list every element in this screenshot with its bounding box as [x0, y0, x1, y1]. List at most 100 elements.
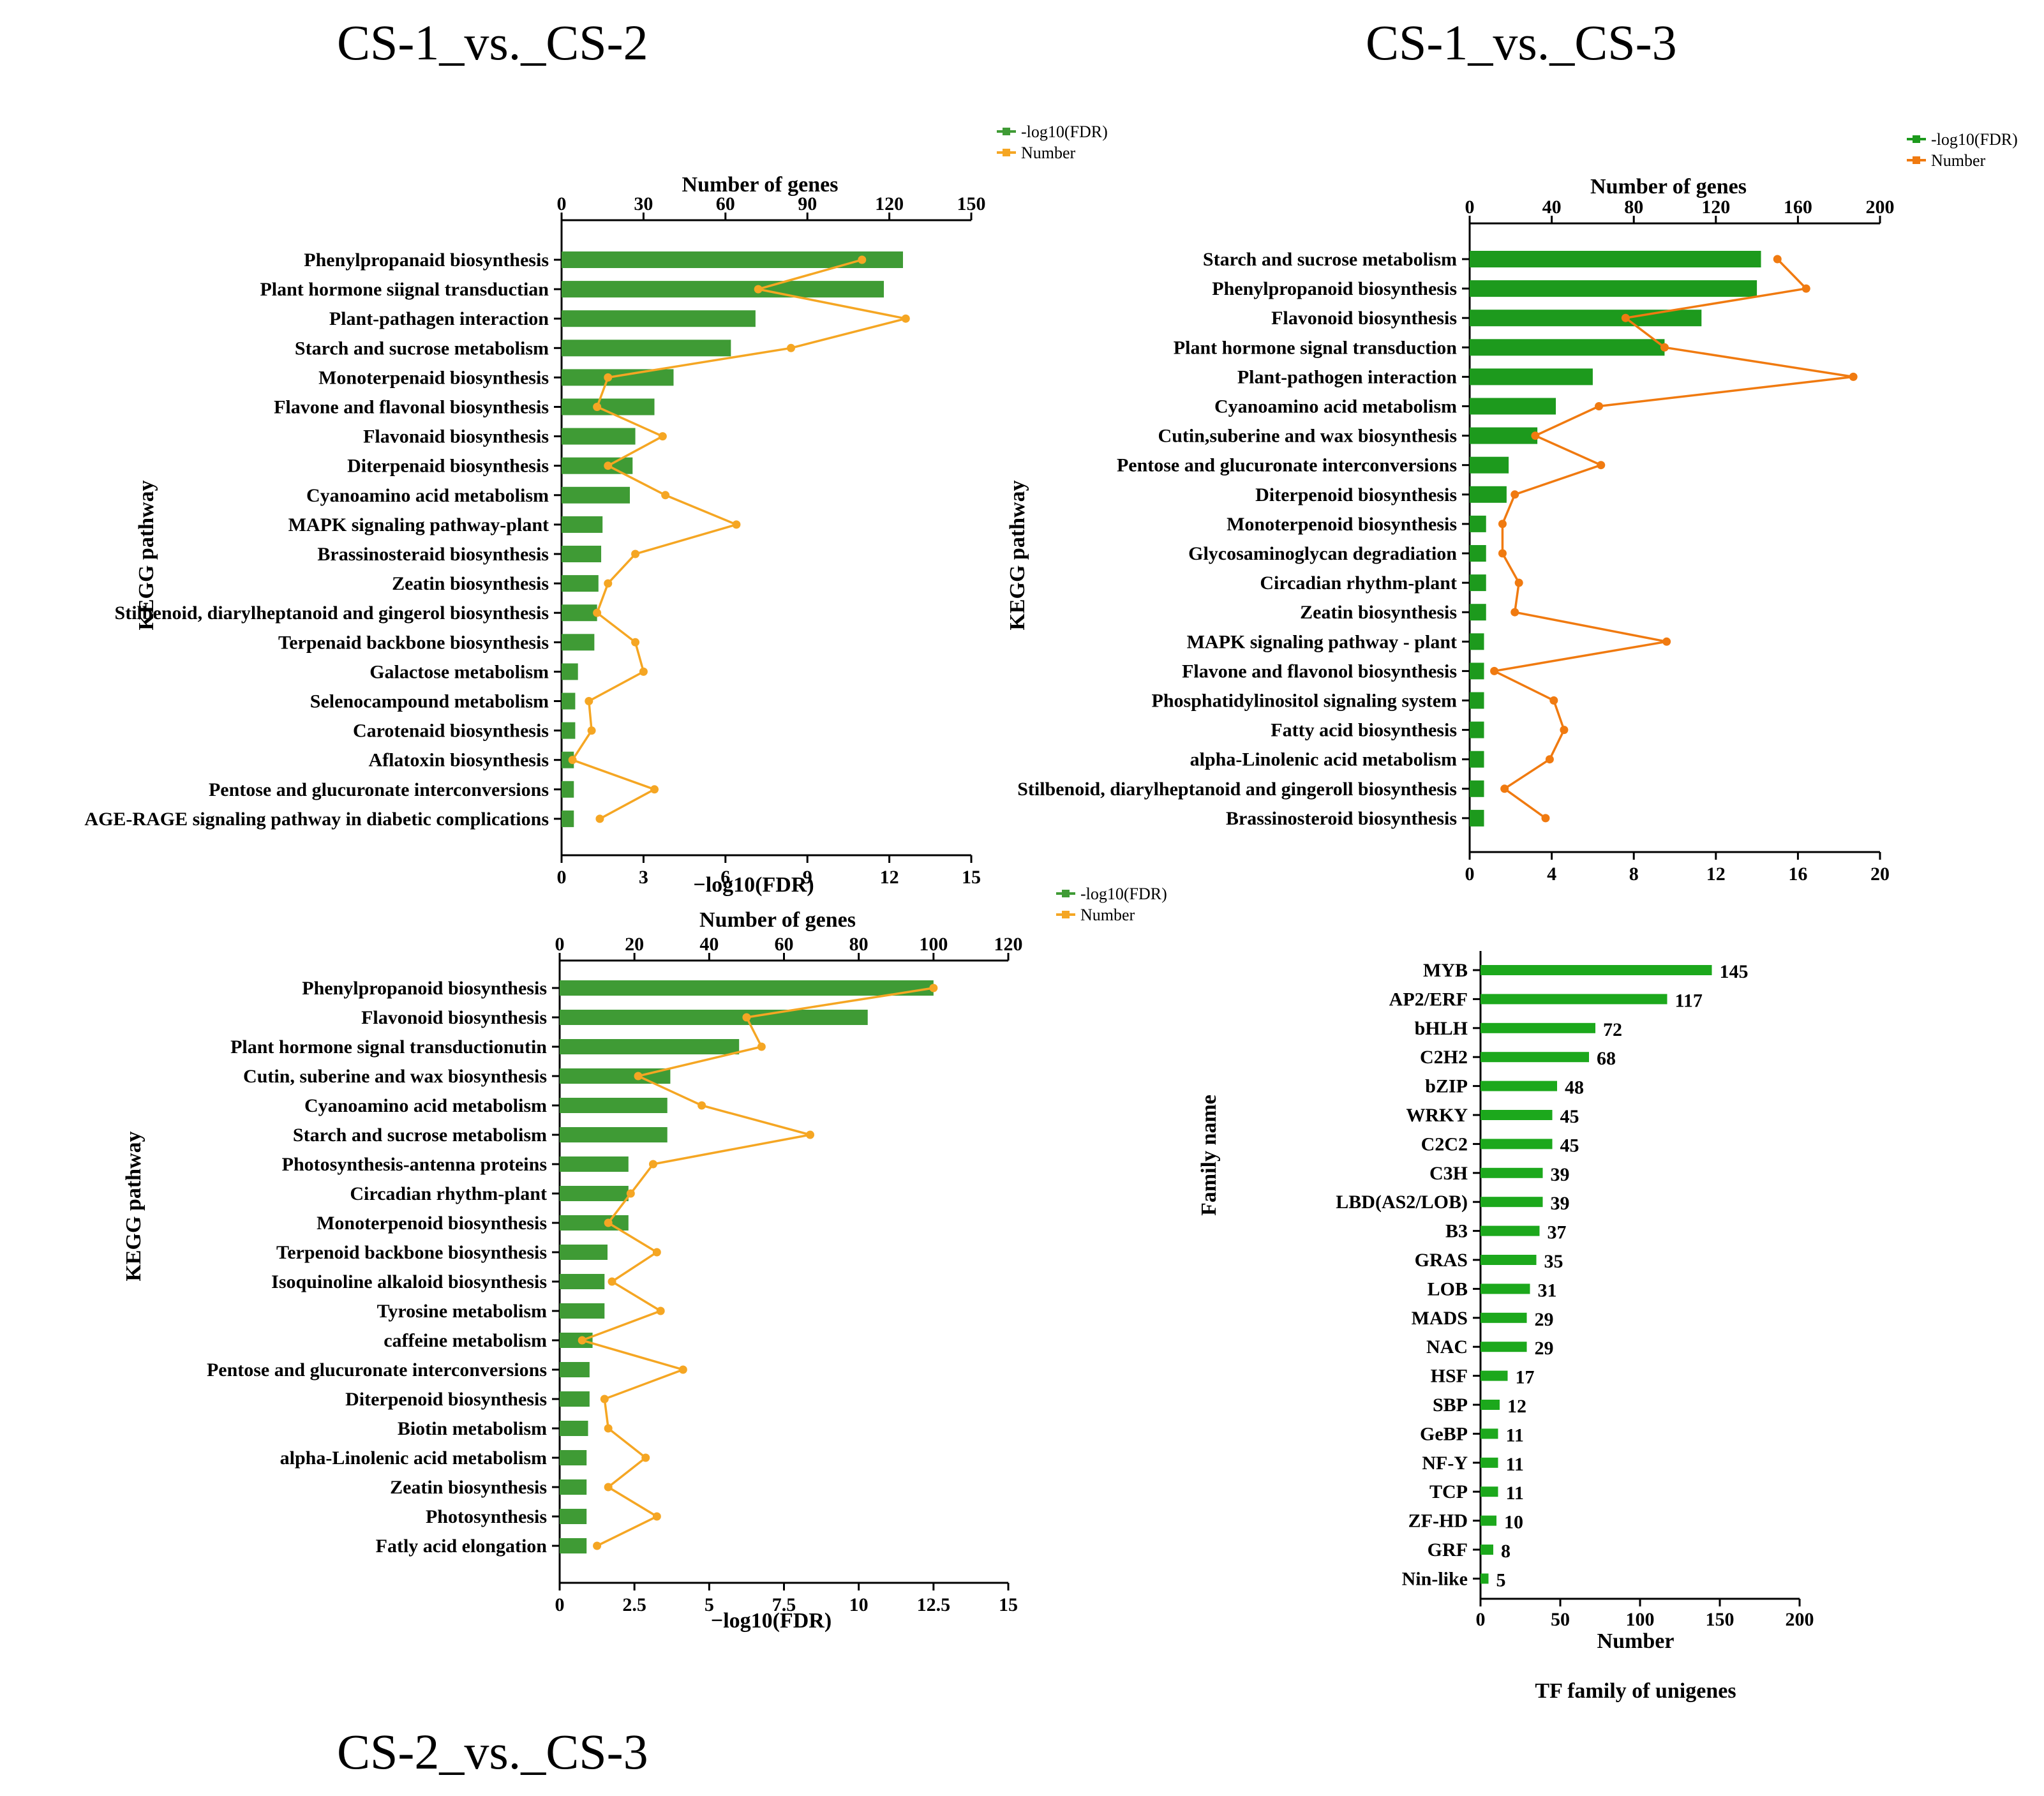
c12-top-tick-label: 150 — [957, 193, 986, 214]
c13-bar — [1470, 427, 1538, 444]
c12-bar — [562, 722, 576, 739]
c23-number-point — [600, 1395, 609, 1403]
c23-category-label: Phenylpropanoid biosynthesis — [302, 978, 547, 999]
c23-category-label: Diterpenoid biosynthesis — [345, 1389, 547, 1410]
tf-bar — [1481, 994, 1667, 1005]
c12-number-point — [639, 667, 648, 676]
tf-data-label: 10 — [1504, 1512, 1523, 1533]
c13-bar — [1470, 486, 1507, 503]
c23-legend-number-marker — [1062, 911, 1070, 918]
c12-number-point — [631, 550, 640, 558]
tf-bar — [1481, 1457, 1498, 1468]
c23-bar — [560, 1421, 588, 1436]
c23-bottom-tick-label: 15 — [999, 1594, 1018, 1615]
c23-legend-fdr-marker — [1062, 890, 1070, 897]
c12-number-line — [571, 258, 906, 820]
c13-number-point — [1662, 637, 1671, 646]
c13-number-point — [1531, 431, 1540, 440]
c12-category-label: Terpenaid backbone biosynthesis — [278, 632, 549, 653]
c13-legend-number-label: Number — [1931, 151, 1986, 170]
tf-x-tick-label: 200 — [1786, 1609, 1814, 1630]
c23-category-label: Plant hormone signal transductionutin — [230, 1036, 547, 1058]
c13-bar — [1470, 662, 1484, 680]
tf-bar — [1481, 1283, 1530, 1294]
tf-x-tick-label: 150 — [1706, 1609, 1734, 1630]
c12-bar — [562, 692, 576, 710]
c13-category-label: Fatty acid biosynthesis — [1271, 720, 1457, 741]
c23-number-point — [604, 1218, 613, 1227]
c13-category-label: Cutin,suberine and wax biosynthesis — [1158, 426, 1457, 447]
c13-category-label: alpha-Linolenic acid metabolism — [1190, 749, 1457, 770]
c12-bottom-tick-label: 3 — [639, 867, 648, 888]
c12-category-label: Cyanoamino acid metabolism — [306, 485, 549, 506]
c12-number-point — [658, 432, 667, 441]
panel-title-cs1-cs2: CS-1_vs._CS-2 — [337, 15, 648, 70]
panel-title-cs2-cs3: CS-2_vs._CS-3 — [337, 1724, 648, 1779]
c23-bottom-tick-label: 0 — [555, 1594, 565, 1615]
c13-bar — [1470, 515, 1486, 532]
c23-category-label: Zeatin biosynthesis — [390, 1477, 547, 1498]
c12-bar — [562, 340, 731, 357]
c12-top-tick-label: 30 — [634, 193, 653, 214]
c23-category-label: Tyrosine metabolism — [377, 1301, 547, 1322]
c23-legend-number-label: Number — [1080, 906, 1135, 924]
tf-category-label: NAC — [1426, 1336, 1468, 1358]
c12-legend-fdr-marker — [1003, 128, 1010, 135]
tf-category-label: LOB — [1428, 1278, 1468, 1299]
c23-category-label: Pentose and glucuronate interconversions — [207, 1359, 547, 1381]
c23-legend-fdr-label: -log10(FDR) — [1080, 885, 1167, 903]
tf-bar — [1481, 1052, 1589, 1063]
c12-category-label: Flavonaid biosynthesis — [363, 426, 549, 447]
c13-number-point — [1849, 372, 1858, 381]
c13-bar — [1470, 398, 1556, 415]
c13-number-point — [1500, 784, 1509, 793]
c12-number-point — [568, 756, 577, 765]
c12-bar — [562, 457, 633, 474]
tf-data-label: 12 — [1507, 1396, 1526, 1417]
c23-bar — [560, 1274, 605, 1289]
tf-data-label: 31 — [1538, 1280, 1557, 1301]
c12-top-tick-label: 90 — [798, 193, 817, 214]
c12-bar — [562, 310, 756, 327]
c12-bar — [562, 604, 597, 622]
tf-category-label: AP2/ERF — [1389, 989, 1468, 1010]
tf-data-label: 29 — [1535, 1338, 1554, 1359]
c12-number-point — [787, 343, 796, 352]
c12-category-label: Pentose and glucuronate interconversions — [209, 779, 549, 800]
tf-category-label: TCP — [1429, 1481, 1468, 1502]
c12-bottom-tick-label: 6 — [720, 867, 730, 888]
c13-category-label: Monoterpenoid biosynthesis — [1227, 514, 1457, 535]
c13-bar — [1470, 280, 1757, 297]
c23-bar — [560, 1391, 590, 1407]
c23-number-point — [806, 1130, 815, 1139]
tf-category-label: MYB — [1423, 960, 1468, 981]
tf-bar — [1481, 1486, 1498, 1497]
c23-top-tick-label: 20 — [625, 934, 644, 955]
c12-number-point — [593, 403, 602, 411]
tf-data-label: 117 — [1675, 990, 1703, 1011]
c13-number-point — [1511, 608, 1519, 617]
c13-legend-fdr-marker — [1913, 135, 1920, 143]
c13-number-point — [1541, 814, 1550, 823]
tf-category-label: GeBP — [1420, 1423, 1468, 1444]
c13-bottom-tick-label: 16 — [1788, 864, 1807, 885]
c13-category-label: Starch and sucrose metabolism — [1203, 249, 1457, 270]
tf-data-label: 48 — [1565, 1077, 1584, 1098]
tf-bar — [1481, 1255, 1537, 1265]
c23-number-point — [757, 1042, 766, 1051]
c23-top-tick-label: 80 — [849, 934, 869, 955]
c13-category-label: Flavonoid biosynthesis — [1271, 308, 1457, 329]
c13-number-point — [1621, 313, 1630, 322]
c12-number-point — [604, 461, 613, 470]
c13-number-point — [1514, 578, 1523, 587]
c13-category-label: Stilbenoid, diarylheptanoid and gingerol… — [1017, 779, 1457, 800]
c13-number-point — [1597, 461, 1606, 470]
c12-bar — [562, 486, 630, 504]
c13-bottom-tick-label: 8 — [1629, 864, 1639, 885]
tf-bar — [1481, 965, 1712, 975]
tf-bar — [1481, 1370, 1508, 1381]
c13-number-point — [1549, 696, 1558, 705]
c13-number-point — [1490, 666, 1499, 675]
tf-category-label: HSF — [1431, 1366, 1468, 1387]
tf-data-label: 45 — [1560, 1135, 1579, 1156]
